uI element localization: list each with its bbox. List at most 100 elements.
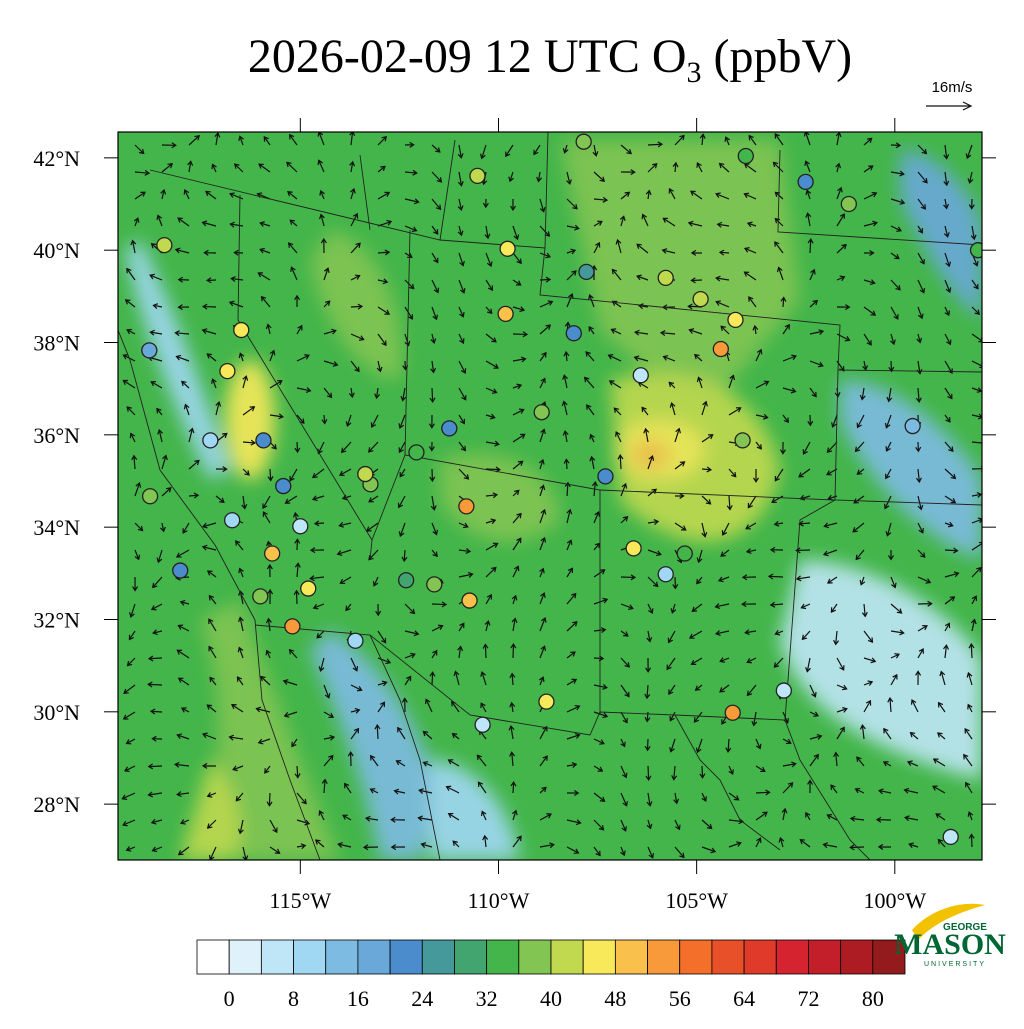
wind-arrow xyxy=(539,300,554,308)
wind-arrow xyxy=(647,141,664,148)
wind-arrow xyxy=(485,279,494,292)
wind-arrow xyxy=(963,753,973,767)
wind-arrow xyxy=(778,836,785,848)
wind-arrow xyxy=(647,162,658,173)
wind-arrow xyxy=(485,542,499,551)
wind-arrow xyxy=(404,333,411,347)
wind-arrow xyxy=(863,191,878,200)
colorbar-swatch xyxy=(840,939,874,975)
station xyxy=(625,540,642,557)
wind-arrow xyxy=(350,333,365,341)
y-tick-label: 36°N xyxy=(33,423,80,448)
wind-arrow xyxy=(404,141,415,148)
wind-arrow xyxy=(309,547,325,554)
wind-arrow xyxy=(290,266,298,281)
wind-arrow xyxy=(259,221,271,227)
wind-arrow xyxy=(452,840,460,848)
wind-arrow xyxy=(566,293,574,308)
wind-arrow xyxy=(208,594,217,605)
wind-arrow xyxy=(539,198,546,213)
colorbar-swatch xyxy=(454,939,488,975)
wind-arrow xyxy=(323,711,335,719)
wind-arrow xyxy=(743,192,757,200)
title-units: (ppbV) xyxy=(714,30,853,83)
wind-arrow xyxy=(674,819,681,831)
wind-arrow xyxy=(699,133,706,146)
wind-arrow xyxy=(431,649,438,659)
wind-arrow xyxy=(203,249,217,256)
wind-arrow xyxy=(886,387,893,403)
wind-arrow xyxy=(917,279,926,294)
wind-arrow xyxy=(202,732,217,740)
wind-arrow xyxy=(884,414,892,429)
wind-arrow xyxy=(453,670,460,686)
wind-arrow xyxy=(314,839,325,848)
wind-arrow xyxy=(804,160,811,173)
wind-arrow xyxy=(485,333,497,343)
wind-arrow xyxy=(968,642,975,659)
wind-arrow xyxy=(561,400,568,416)
wind-arrow xyxy=(512,512,522,524)
station xyxy=(575,133,592,150)
wind-arrow xyxy=(890,279,901,291)
wind-arrow xyxy=(404,652,416,659)
wind-arrow xyxy=(509,198,516,212)
wind-arrow xyxy=(917,171,928,184)
wind-arrow xyxy=(431,549,438,558)
wind-arrow xyxy=(133,217,140,227)
wind-arrow xyxy=(885,522,892,537)
wind-arrow xyxy=(152,576,163,589)
wind-arrow xyxy=(377,191,391,200)
wind-arrow xyxy=(836,657,845,671)
wind-arrow xyxy=(906,760,919,767)
wind-arrow xyxy=(728,407,742,416)
wind-arrow xyxy=(187,160,194,173)
wind-arrow xyxy=(620,684,630,698)
wind-arrow xyxy=(647,576,659,588)
wind-arrow xyxy=(966,671,973,686)
wind-arrow xyxy=(904,815,919,822)
colorbar-label: 32 xyxy=(476,986,498,1011)
wind-arrow xyxy=(282,679,298,686)
wind-arrow xyxy=(377,680,388,687)
wind-arrow xyxy=(485,492,499,499)
wind-arrow xyxy=(201,220,217,227)
station xyxy=(578,263,595,281)
wind-arrow xyxy=(345,603,352,612)
wind-arrow xyxy=(944,622,951,632)
x-tick-label: 105°W xyxy=(665,888,728,913)
wind-arrow xyxy=(512,489,520,497)
wind-arrow xyxy=(338,521,352,528)
wind-arrow xyxy=(666,657,676,671)
wind-arrow xyxy=(593,711,609,719)
wind-arrow xyxy=(620,630,629,637)
wind-arrow xyxy=(539,567,545,578)
wind-arrow xyxy=(755,348,763,362)
wind-arrow xyxy=(964,728,973,740)
wind-arrow xyxy=(400,387,407,402)
wind-arrow xyxy=(147,763,163,770)
wind-arrow xyxy=(669,711,676,722)
wind-arrow xyxy=(644,684,651,700)
wind-arrow xyxy=(715,630,730,636)
wind-arrow xyxy=(855,549,865,561)
wind-arrow xyxy=(476,754,487,767)
wind-arrow xyxy=(690,249,703,256)
wind-arrow xyxy=(971,492,982,498)
wind-arrow xyxy=(288,648,298,659)
wind-arrow xyxy=(512,565,520,578)
wind-arrow xyxy=(174,247,190,254)
wind-arrow xyxy=(932,758,946,767)
wind-arrow xyxy=(826,814,838,821)
wind-arrow xyxy=(401,697,408,713)
wind-arrow xyxy=(944,441,954,452)
wind-arrow xyxy=(458,441,466,452)
wind-arrow xyxy=(809,268,816,281)
wind-arrow xyxy=(566,248,577,255)
wind-arrow xyxy=(262,511,271,524)
wind-arrow xyxy=(641,406,649,416)
wind-arrow xyxy=(215,401,222,416)
wind-arrow xyxy=(362,844,379,851)
colorbar-swatch xyxy=(518,939,552,975)
wind-arrow xyxy=(670,603,677,614)
